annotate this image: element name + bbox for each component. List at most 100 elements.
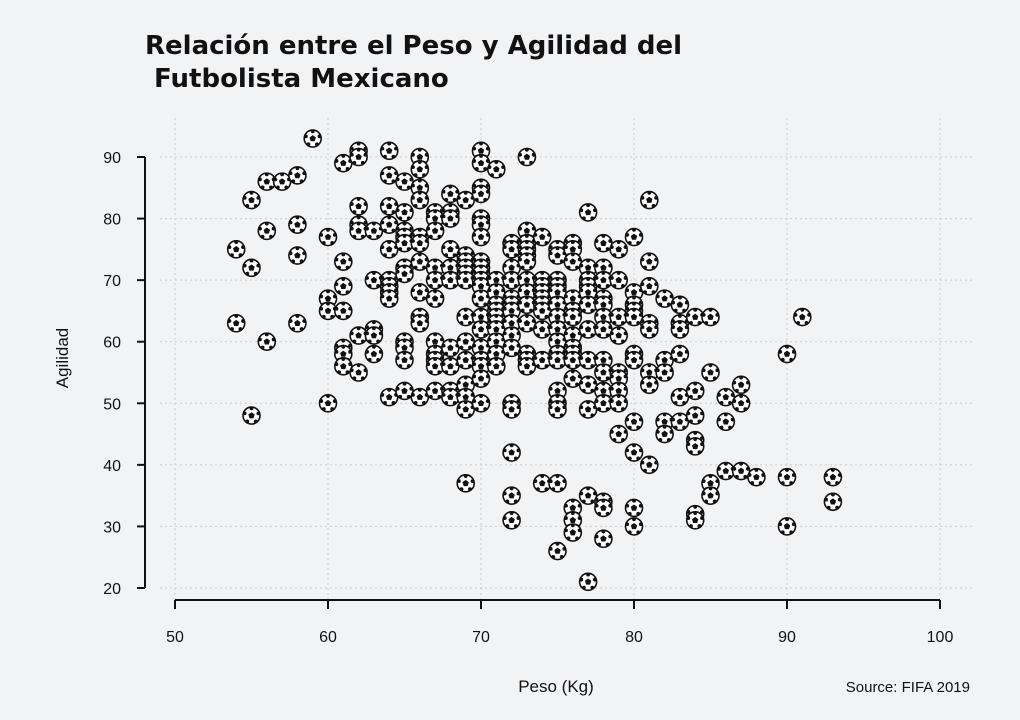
data-point-soccer-ball-icon xyxy=(410,233,430,253)
x-tick-label: 80 xyxy=(625,629,643,646)
x-tick-label: 70 xyxy=(472,629,490,646)
axes: 20 30 40 50 60 70 80 90 50 60 70 80 90 100 xyxy=(103,150,953,646)
grid xyxy=(160,118,972,600)
data-point-soccer-ball-icon xyxy=(777,467,797,487)
x-axis-label: Peso (Kg) xyxy=(518,677,594,696)
data-point-soccer-ball-icon xyxy=(394,264,415,284)
data-point-soccer-ball-icon xyxy=(624,411,644,432)
y-tick-label: 50 xyxy=(103,396,121,413)
data-point-soccer-ball-icon xyxy=(578,571,598,592)
data-point-soccer-ball-icon xyxy=(364,344,384,364)
data-point-soccer-ball-icon xyxy=(609,325,629,345)
data-point-soccer-ball-icon xyxy=(685,436,705,456)
y-tick-label: 60 xyxy=(103,335,121,352)
data-point-soccer-ball-icon xyxy=(242,405,262,425)
data-point-soccer-ball-icon xyxy=(593,498,613,518)
data-point-soccer-ball-icon xyxy=(563,522,583,542)
y-tick-label: 90 xyxy=(103,150,121,167)
data-point-soccer-ball-icon xyxy=(226,313,246,333)
data-point-soccer-ball-icon xyxy=(624,442,644,462)
data-point-soccer-ball-icon xyxy=(609,270,629,290)
data-point-soccer-ball-icon xyxy=(700,485,721,505)
data-point-soccer-ball-icon xyxy=(226,239,246,259)
data-point-soccer-ball-icon xyxy=(532,227,552,247)
x-tick-label: 100 xyxy=(927,629,954,646)
data-point-soccer-ball-icon xyxy=(394,202,415,222)
y-tick-label: 30 xyxy=(103,519,121,536)
data-point-soccer-ball-icon xyxy=(777,344,797,364)
data-point-soccer-ball-icon xyxy=(624,516,644,536)
data-point-soccer-ball-icon xyxy=(471,368,491,388)
scatter-points xyxy=(226,128,843,592)
data-point-soccer-ball-icon xyxy=(716,411,736,432)
data-point-soccer-ball-icon xyxy=(609,424,629,444)
y-tick-label: 70 xyxy=(103,273,121,290)
data-point-soccer-ball-icon xyxy=(333,276,353,296)
data-point-soccer-ball-icon xyxy=(471,227,491,247)
data-point-soccer-ball-icon xyxy=(333,301,353,321)
data-point-soccer-ball-icon xyxy=(410,313,430,333)
data-point-soccer-ball-icon xyxy=(425,220,445,241)
data-point-soccer-ball-icon xyxy=(624,350,644,370)
data-point-soccer-ball-icon xyxy=(379,288,399,308)
chart-title-line-1: Relación entre el Peso y Agilidad del xyxy=(145,31,682,61)
data-point-soccer-ball-icon xyxy=(303,128,323,148)
data-point-soccer-ball-icon xyxy=(823,467,843,487)
data-point-soccer-ball-icon xyxy=(685,510,705,530)
data-point-soccer-ball-icon xyxy=(685,405,705,425)
chart-title-line-2: Futbolista Mexicano xyxy=(145,64,449,94)
data-point-soccer-ball-icon xyxy=(502,510,522,530)
data-point-soccer-ball-icon xyxy=(578,202,598,222)
data-point-soccer-ball-icon xyxy=(257,331,277,352)
data-point-soccer-ball-icon xyxy=(287,165,307,185)
data-point-soccer-ball-icon xyxy=(410,159,430,179)
data-point-soccer-ball-icon xyxy=(242,257,262,278)
y-tick-label: 80 xyxy=(103,212,121,229)
y-tick-label: 40 xyxy=(103,458,121,475)
data-point-soccer-ball-icon xyxy=(700,362,721,382)
data-point-soccer-ball-icon xyxy=(563,307,583,327)
data-point-soccer-ball-icon xyxy=(394,350,415,370)
x-tick-label: 90 xyxy=(778,629,796,646)
data-point-soccer-ball-icon xyxy=(425,288,445,308)
data-point-soccer-ball-icon xyxy=(502,485,522,505)
data-point-soccer-ball-icon xyxy=(639,319,659,339)
data-point-soccer-ball-icon xyxy=(318,393,338,413)
data-point-soccer-ball-icon xyxy=(502,442,522,462)
data-point-soccer-ball-icon xyxy=(287,313,307,333)
data-point-soccer-ball-icon xyxy=(624,498,644,518)
data-point-soccer-ball-icon xyxy=(547,399,568,419)
data-point-soccer-ball-icon xyxy=(287,245,307,265)
y-axis-label: Agilidad xyxy=(53,328,72,389)
data-point-soccer-ball-icon xyxy=(257,220,277,241)
data-point-soccer-ball-icon xyxy=(639,454,659,475)
data-point-soccer-ball-icon xyxy=(593,528,613,549)
data-point-soccer-ball-icon xyxy=(700,307,721,327)
x-tick-label: 50 xyxy=(166,629,184,646)
data-point-soccer-ball-icon xyxy=(639,276,659,296)
data-point-soccer-ball-icon xyxy=(792,307,812,327)
data-point-soccer-ball-icon xyxy=(777,516,797,536)
y-tick-label: 20 xyxy=(103,581,121,598)
data-point-soccer-ball-icon xyxy=(471,184,491,204)
data-point-soccer-ball-icon xyxy=(609,239,629,259)
data-point-soccer-ball-icon xyxy=(502,399,522,419)
data-point-soccer-ball-icon xyxy=(349,147,369,167)
data-point-soccer-ball-icon xyxy=(731,393,751,413)
data-point-soccer-ball-icon xyxy=(287,214,307,235)
data-point-soccer-ball-icon xyxy=(517,251,537,271)
data-point-soccer-ball-icon xyxy=(731,374,751,395)
data-point-soccer-ball-icon xyxy=(318,227,338,247)
data-point-soccer-ball-icon xyxy=(639,251,659,271)
data-point-soccer-ball-icon xyxy=(609,393,629,413)
data-point-soccer-ball-icon xyxy=(823,491,843,512)
data-point-soccer-ball-icon xyxy=(670,344,690,364)
data-point-soccer-ball-icon xyxy=(333,251,353,271)
data-point-soccer-ball-icon xyxy=(639,374,659,395)
data-point-soccer-ball-icon xyxy=(655,424,675,444)
data-point-soccer-ball-icon xyxy=(486,356,506,376)
data-point-soccer-ball-icon xyxy=(746,467,766,487)
data-point-soccer-ball-icon xyxy=(349,196,369,216)
data-point-soccer-ball-icon xyxy=(685,381,705,401)
data-point-soccer-ball-icon xyxy=(547,541,568,561)
